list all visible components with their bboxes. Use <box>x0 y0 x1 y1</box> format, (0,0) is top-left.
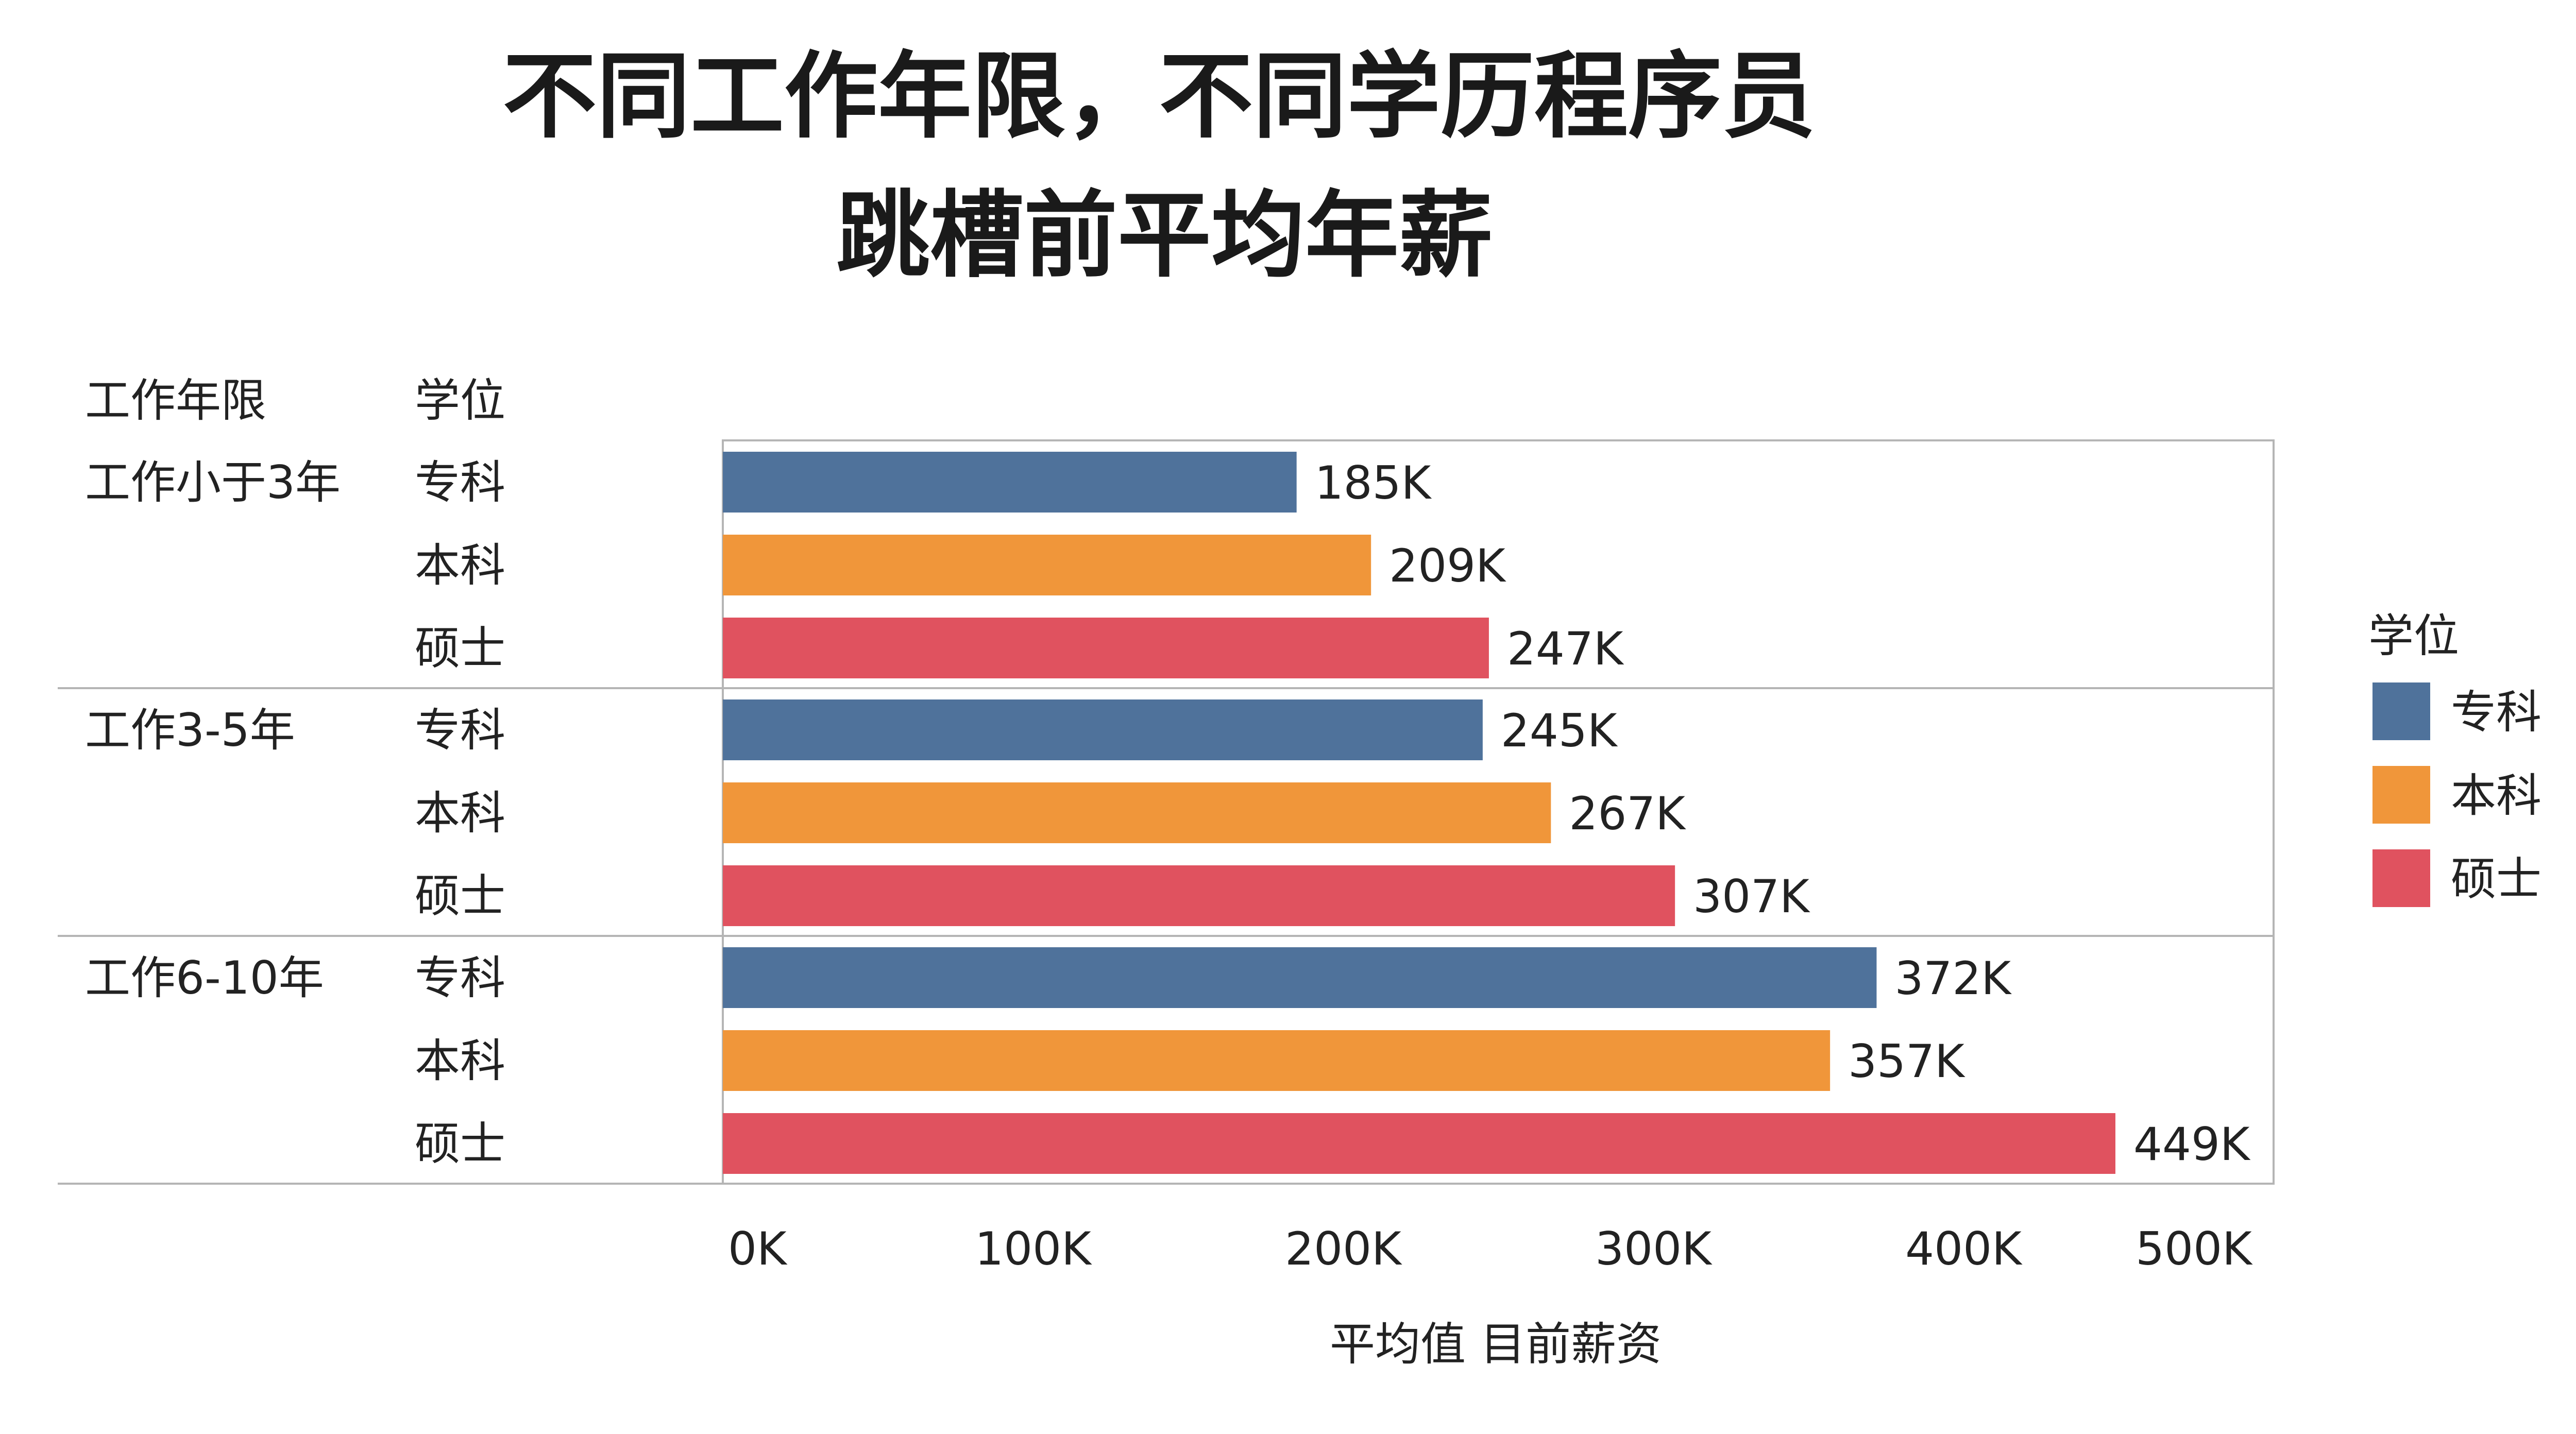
x-tick-label: 100K <box>975 1222 1092 1275</box>
group-label: 工作3-5年 <box>85 704 295 757</box>
legend-swatch <box>2372 682 2430 740</box>
degree-label: 硕士 <box>415 1117 505 1170</box>
legend-swatch <box>2372 849 2430 907</box>
degree-label: 专科 <box>415 456 505 509</box>
legend-item-label: 硕士 <box>2451 852 2541 906</box>
chart-title-line-2: 跳槽前平均年薪 <box>836 181 1493 290</box>
data-label: 209K <box>1389 539 1506 592</box>
data-label: 357K <box>1848 1035 1965 1088</box>
degree-label: 本科 <box>415 539 505 592</box>
group-label: 工作小于3年 <box>85 456 341 509</box>
bar <box>723 1030 1831 1091</box>
row-header-degree: 学位 <box>415 374 505 427</box>
bars-layer <box>58 452 2274 1185</box>
chart-title-line-1: 不同工作年限，不同学历程序员 <box>503 42 1816 151</box>
data-label: 267K <box>1569 787 1686 840</box>
degree-label: 专科 <box>415 704 505 757</box>
x-tick-label: 200K <box>1285 1222 1402 1275</box>
x-tick-label: 400K <box>1905 1222 2023 1275</box>
degree-label: 硕士 <box>415 622 505 675</box>
bar <box>723 618 1489 678</box>
legend-swatch <box>2372 766 2430 824</box>
bar <box>723 535 1371 595</box>
legend-item-label: 本科 <box>2451 769 2541 822</box>
bar <box>723 699 1483 760</box>
x-tick-label: 300K <box>1595 1222 1713 1275</box>
degree-label: 本科 <box>415 1034 505 1087</box>
legend-title: 学位 <box>2368 609 2459 662</box>
bar <box>723 865 1675 926</box>
data-label: 247K <box>1507 622 1624 675</box>
data-label: 372K <box>1894 952 2012 1005</box>
x-axis-ticks: 0K 100K 200K 300K 400K 500K <box>728 1222 2253 1275</box>
x-tick-label: 500K <box>2136 1222 2253 1275</box>
data-label: 449K <box>2133 1118 2251 1171</box>
bar <box>723 1113 2115 1174</box>
group-label: 工作6-10年 <box>85 951 324 1004</box>
bar <box>723 782 1551 843</box>
x-axis-title: 平均值 目前薪资 <box>1330 1318 1662 1371</box>
data-label: 185K <box>1315 456 1432 509</box>
degree-label: 硕士 <box>415 869 505 923</box>
bar <box>723 947 1877 1008</box>
row-header-years: 工作年限 <box>85 374 266 427</box>
x-tick-label: 0K <box>728 1222 788 1275</box>
degree-label: 本科 <box>415 787 505 840</box>
legend-item-label: 专科 <box>2451 686 2541 739</box>
degree-label: 专科 <box>415 951 505 1004</box>
data-label: 307K <box>1693 870 1810 923</box>
data-label: 245K <box>1501 704 1618 757</box>
bar <box>723 452 1297 513</box>
